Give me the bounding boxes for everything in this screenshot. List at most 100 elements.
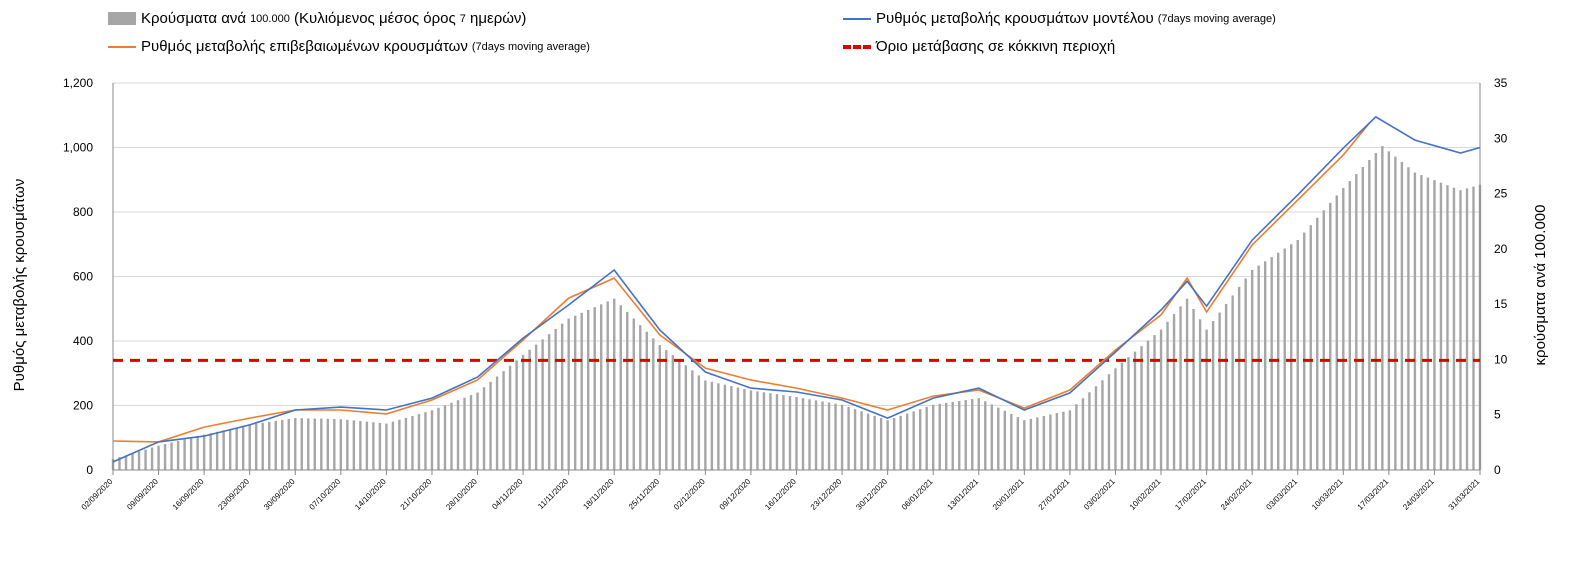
bar [886,420,889,470]
orange-line-icon [108,45,136,48]
bar [990,404,993,470]
x-tick-label: 06/01/2021 [900,477,935,512]
bar [918,409,922,470]
bar [150,447,154,470]
bar [1075,404,1078,470]
bar [1010,413,1013,470]
bar [352,420,356,470]
bar [1107,374,1111,470]
bar [1068,410,1072,470]
bar [554,328,557,470]
legend-label: (Κυλιόμενος μέσος όρος [294,10,456,27]
legend-item-model: Ρυθμός μεταβολής κρουσμάτων μοντέλου (7d… [843,10,1276,27]
bar [951,401,954,470]
bar [723,384,727,470]
bar [1459,190,1462,471]
bar [788,396,792,470]
bar [892,418,896,470]
bar [163,444,167,470]
bar [1263,261,1267,470]
bar [359,421,362,470]
legend-small: (7days moving average) [1157,12,1276,25]
bar [840,404,844,470]
bar [1290,244,1293,470]
bar [938,403,941,470]
bar [241,426,245,470]
bar [1465,188,1469,470]
x-tick-label: 09/12/2020 [718,477,753,512]
x-tick-label: 18/11/2020 [581,477,616,512]
bar [769,393,772,470]
bar [1296,240,1299,470]
bar [1387,151,1391,471]
bar [547,334,551,470]
y-tick-label-left: 0 [86,463,93,477]
bar [1172,314,1176,470]
bar [1036,417,1039,470]
x-tick-label: 24/02/2021 [1219,477,1254,512]
bar [489,381,492,470]
bar [255,423,258,470]
x-tick-label: 17/03/2021 [1356,477,1391,512]
y-tick-label-right: 35 [1494,76,1508,90]
bar [866,413,870,470]
bar [437,407,440,470]
bar [385,423,388,470]
x-tick-label: 20/01/2021 [991,477,1026,512]
bar [1140,346,1143,470]
bar [1472,186,1475,470]
bar [1198,319,1202,470]
bar [469,395,473,470]
bar [762,392,766,470]
bar [333,418,336,470]
legend-item-threshold: Όριο μετάβασης σε κόκκινη περιοχή [843,38,1115,55]
bar [1433,180,1436,470]
legend-small: 100.000 [250,12,290,25]
bar [1381,146,1384,471]
bar [1250,269,1254,470]
bar [1309,225,1312,470]
bar [984,401,987,470]
x-tick-label: 07/10/2020 [308,477,343,512]
bar [1452,187,1456,471]
bar [1094,386,1098,470]
bar [1231,295,1234,470]
bar [1407,167,1410,470]
bar [202,434,206,470]
y-tick-label-right: 0 [1494,463,1501,477]
bar [196,436,199,470]
y-tick-label-right: 5 [1494,408,1501,422]
bar [1016,417,1020,470]
bar [300,418,303,470]
bar [157,445,160,470]
bar [189,437,193,470]
bar [899,415,902,470]
bar [645,331,648,470]
legend-label: Ρυθμός μεταβολής επιβεβαιωμένων κρουσμάτ… [141,38,468,55]
bar [1153,335,1156,470]
bar [853,409,857,470]
bar [1257,265,1260,470]
x-tick-label: 02/09/2020 [80,477,115,512]
bar [320,418,323,470]
x-tick-label: 11/11/2020 [536,477,570,511]
bar [137,451,141,470]
x-tick-label: 25/11/2020 [627,477,662,512]
bar [1218,312,1221,470]
bar [626,311,629,470]
x-tick-label: 27/01/2021 [1037,477,1072,512]
bar [228,428,232,470]
bar [619,305,622,470]
legend-small: 7 [459,12,466,25]
bar [443,405,447,470]
legend-label: ημερών) [470,10,527,27]
bar [1101,380,1104,470]
bar [606,301,609,470]
bar [450,402,453,470]
bar [1355,174,1358,470]
bar [1166,321,1169,470]
bar [678,360,681,470]
y-tick-label-left: 600 [73,270,93,284]
bar [1335,195,1338,471]
